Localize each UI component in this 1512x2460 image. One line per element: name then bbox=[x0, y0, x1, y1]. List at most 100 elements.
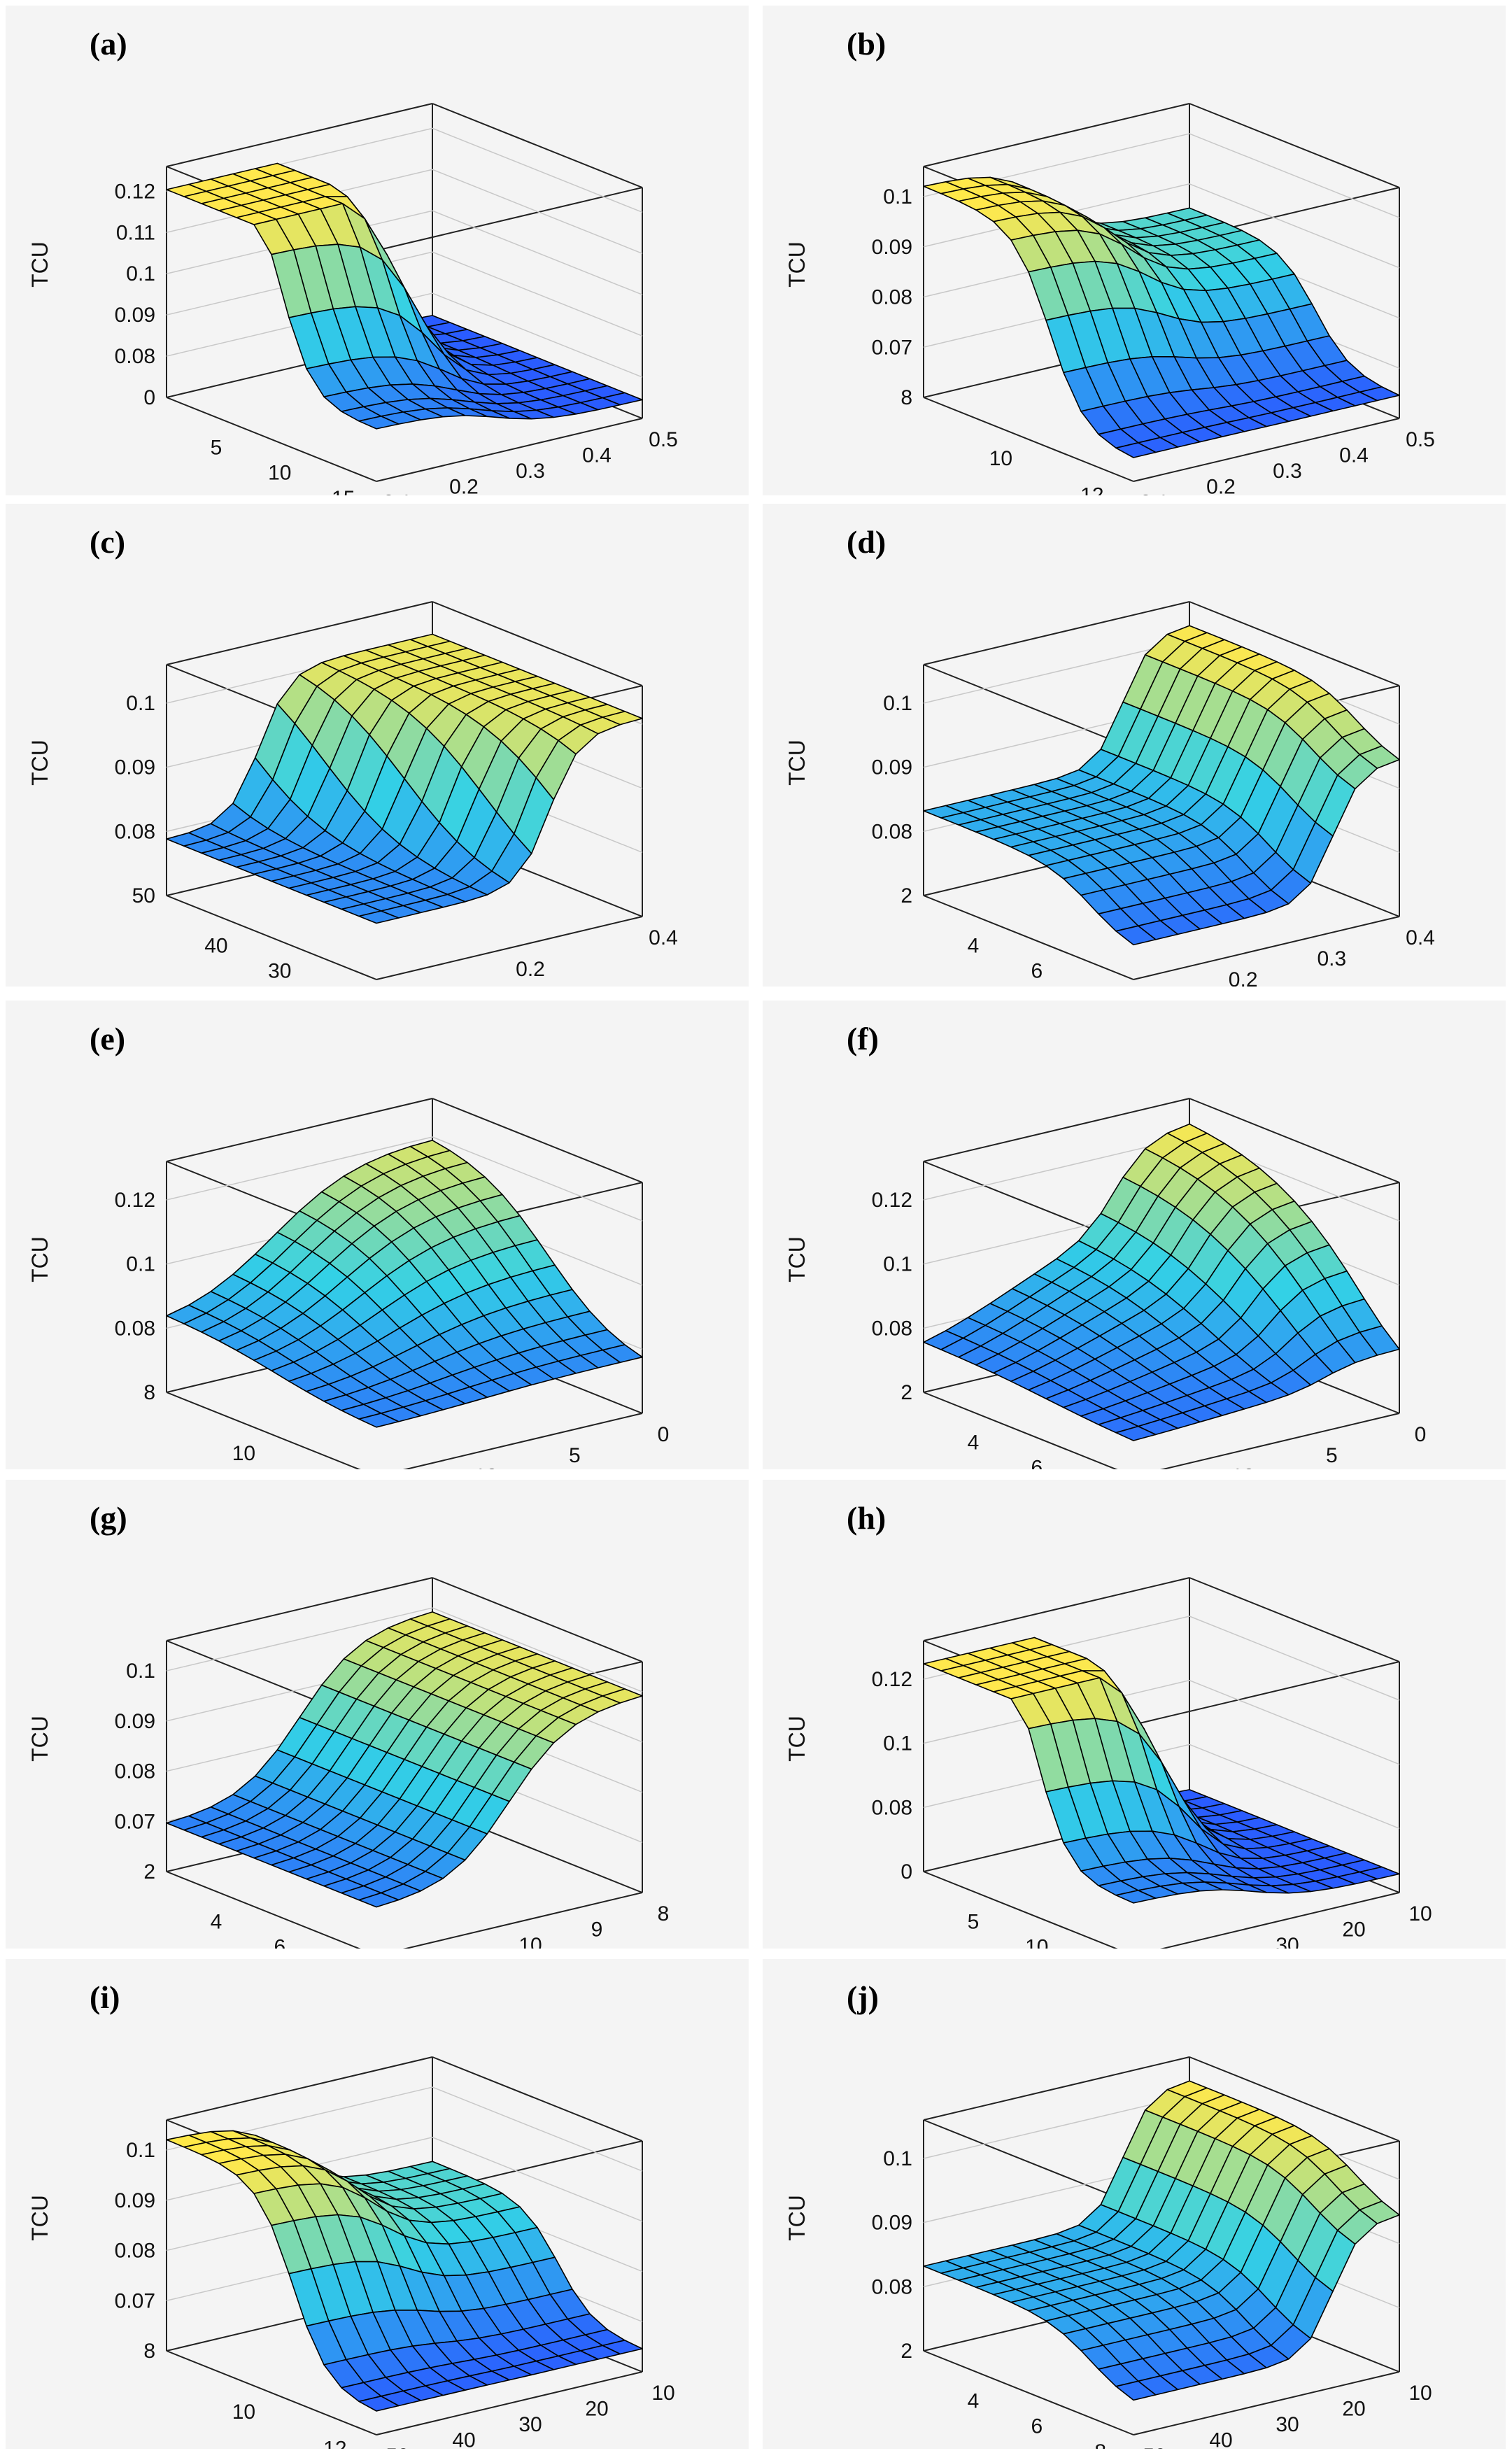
x-tick-label: 15 bbox=[332, 487, 355, 495]
z-tick-label: 0.1 bbox=[883, 2147, 912, 2170]
surface-plot-svg: (b) TCU 0.07 0.08 0.09 0.1 8 10 12 PHR 0.1 0.2 0.3 0.… bbox=[784, 26, 1435, 495]
z-axis-label: TCU bbox=[27, 241, 52, 288]
z-tick-label: 0.09 bbox=[115, 756, 155, 779]
axis-box-line bbox=[376, 916, 643, 980]
origin-tick-label: 8 bbox=[143, 1381, 155, 1404]
y-tick-label: 30 bbox=[1276, 1934, 1299, 1949]
axis-box-line bbox=[1189, 103, 1400, 188]
z-tick-label: 0.1 bbox=[126, 1253, 155, 1276]
gridline bbox=[1189, 1744, 1400, 1830]
axis-box-line bbox=[923, 2119, 1134, 2205]
axis-box-line bbox=[923, 397, 1134, 482]
y-tick-label: 0.2 bbox=[1229, 968, 1258, 987]
axis-box-line bbox=[166, 397, 377, 482]
x-axis-label: FRT bbox=[208, 493, 251, 495]
panel-label: (c) bbox=[90, 524, 125, 560]
axis-box-line bbox=[166, 103, 433, 167]
z-tick-label: 0.08 bbox=[115, 2240, 155, 2263]
gridline bbox=[1189, 183, 1400, 269]
surface-panel: (b) TCU 0.07 0.08 0.09 0.1 8 10 12 PHR 0.1 0.2 0.3 0.… bbox=[763, 6, 1506, 495]
axis-box-line bbox=[166, 895, 377, 980]
axis-box-line bbox=[1133, 1661, 1400, 1725]
surface-patch bbox=[1115, 1890, 1157, 1904]
panel-label: (f) bbox=[847, 1021, 879, 1056]
y-tick-label: 0.5 bbox=[649, 428, 678, 451]
gridline bbox=[1189, 1679, 1400, 1765]
x-tick-label: 4 bbox=[211, 1910, 222, 1933]
axis-box-line bbox=[376, 418, 643, 482]
axis-box-line bbox=[432, 1577, 643, 1662]
gridline bbox=[432, 2137, 643, 2222]
x-tick-label: 6 bbox=[1031, 2415, 1043, 2438]
origin-tick-label: 2 bbox=[143, 1860, 155, 1883]
surface-patch bbox=[358, 416, 400, 430]
y-tick-label: 40 bbox=[452, 2429, 475, 2450]
z-tick-label: 0.08 bbox=[115, 820, 155, 843]
z-tick-label: 0.08 bbox=[115, 345, 155, 368]
axis-box-line bbox=[923, 2350, 1134, 2436]
z-axis-label: TCU bbox=[27, 1236, 52, 1282]
z-tick-label: 0.08 bbox=[872, 286, 912, 309]
axis-box-line bbox=[923, 1577, 1190, 1641]
axis-box-line bbox=[923, 895, 1134, 980]
x-tick-label: 6 bbox=[274, 1936, 285, 1949]
y-tick-label: 20 bbox=[1342, 1918, 1365, 1942]
axis-box-line bbox=[923, 103, 1190, 167]
x-axis-label: PXS bbox=[964, 2446, 1009, 2449]
axis-box-line bbox=[1189, 1098, 1400, 1183]
surface-patch bbox=[1115, 2380, 1157, 2401]
origin-tick-label: 2 bbox=[900, 2340, 912, 2363]
z-tick-label: 0.1 bbox=[883, 1253, 912, 1276]
z-tick-label: 0.08 bbox=[872, 1796, 912, 1819]
y-tick-label: 50 bbox=[1143, 2445, 1166, 2449]
gridline bbox=[432, 2086, 643, 2172]
y-tick-label: 10 bbox=[1408, 1902, 1432, 1925]
y-tick-label: 9 bbox=[591, 1918, 603, 1942]
gridline bbox=[432, 1607, 643, 1692]
gridline bbox=[923, 1136, 1190, 1201]
axis-box-line bbox=[923, 601, 1190, 665]
x-tick-label: 10 bbox=[989, 447, 1012, 470]
origin-tick-label: 8 bbox=[900, 386, 912, 409]
surface-panel: (i)TCU0.070.080.090.181012PHR5040302010P… bbox=[6, 1959, 749, 2449]
y-tick-label: 0.5 bbox=[1406, 428, 1435, 451]
z-tick-label: 0.09 bbox=[872, 756, 912, 779]
gridline bbox=[923, 2095, 1190, 2159]
axis-box-line bbox=[402, 1892, 643, 1949]
y-tick-label: 30 bbox=[518, 2413, 542, 2436]
gridline bbox=[166, 1136, 433, 1201]
panel-label: (b) bbox=[847, 26, 886, 62]
axis-box-line bbox=[1133, 2371, 1400, 2436]
axis-box-line bbox=[166, 1392, 361, 1469]
axis-box-line bbox=[1159, 1892, 1400, 1949]
gridline bbox=[432, 1136, 643, 1222]
z-tick-label: 0.08 bbox=[872, 820, 912, 843]
z-tick-label: 0.09 bbox=[872, 2212, 912, 2235]
x-tick-label: 8 bbox=[1094, 985, 1106, 987]
x-tick-label: 10 bbox=[232, 1442, 255, 1465]
panel-label: (j) bbox=[847, 1979, 879, 2015]
z-axis-label: TCU bbox=[27, 740, 52, 786]
z-axis-label: TCU bbox=[27, 1716, 52, 1762]
z-tick-label: 0.12 bbox=[872, 1189, 912, 1212]
surface-panel: (a) TCU 0.08 0.09 0.1 0.11 0.12 0 5 10 15 FRT 0.1 0.2… bbox=[6, 6, 749, 495]
y-tick-label: 0.3 bbox=[1273, 460, 1302, 483]
axis-box-line bbox=[166, 1871, 361, 1949]
origin-tick-label: 2 bbox=[900, 884, 912, 907]
z-tick-label: 0.07 bbox=[115, 2289, 155, 2312]
origin-tick-label: 8 bbox=[143, 2340, 155, 2363]
y-tick-label: 0.1 bbox=[1140, 491, 1169, 495]
z-tick-label: 0.12 bbox=[115, 1189, 155, 1212]
x-tick-label: 5 bbox=[968, 1910, 980, 1933]
x-tick-label: 10 bbox=[232, 2401, 255, 2424]
surface-patch bbox=[358, 1413, 400, 1428]
axis-box-line bbox=[432, 2056, 643, 2142]
z-tick-label: 0.1 bbox=[126, 692, 155, 715]
y-tick-label: 10 bbox=[651, 2382, 674, 2405]
axis-box-line bbox=[376, 187, 643, 251]
